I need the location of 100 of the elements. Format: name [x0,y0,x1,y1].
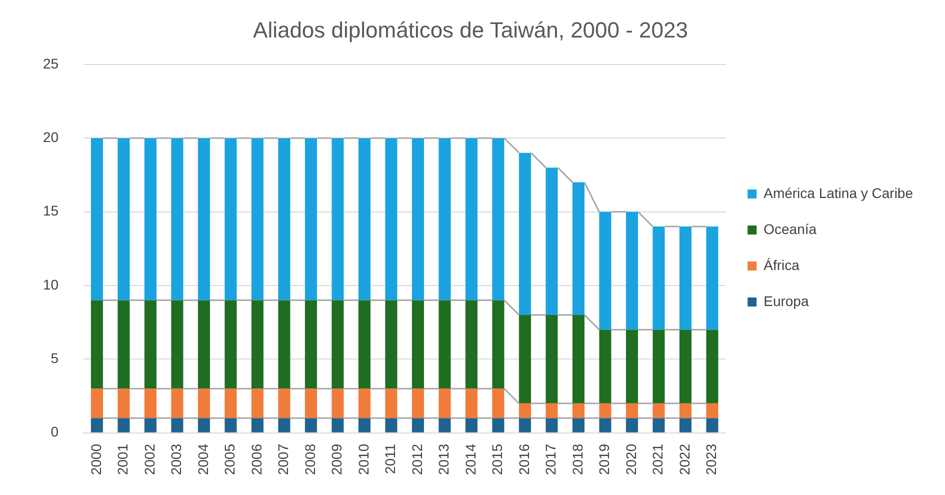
bar [90,388,103,418]
x-tick-label: 2002 [141,444,158,476]
bar [652,418,665,432]
bar [518,403,531,418]
bar [412,138,424,300]
bar [251,418,264,432]
x-tick-label: 2021 [650,444,666,476]
chart-title: Aliados diplomáticos de Taiwán, 2000 - 2023 [253,17,688,42]
bar [572,403,584,418]
bar [198,388,210,418]
x-tick-label: 2007 [275,444,292,476]
bar [652,226,665,330]
bar [118,418,130,432]
bar [90,418,103,432]
bar [706,418,718,432]
bar [304,300,317,389]
bar [412,388,424,418]
bar [599,330,612,404]
bar [278,300,290,389]
bar [465,418,478,432]
bar [224,418,237,432]
bar [518,152,531,315]
x-tick-label: 2001 [114,444,131,476]
bar [572,182,584,315]
bar [198,418,210,432]
bar [438,300,451,389]
bar [679,403,692,418]
bar [652,330,665,404]
x-tick-label: 2009 [328,444,345,476]
bar [304,418,317,432]
bar [438,138,451,300]
bar [492,418,504,432]
bar [171,418,184,432]
bar [706,403,718,418]
x-tick-label: 2010 [355,444,372,476]
bar [358,138,370,300]
bar [304,388,317,418]
x-tick-label: 2006 [248,444,264,476]
x-tick-label: 2014 [462,444,478,476]
bar [626,418,638,432]
bar [599,403,612,418]
bar [332,418,344,432]
bar [171,300,184,389]
bar [546,314,558,404]
x-tick-label: 2003 [168,444,184,476]
legend-label: África [764,256,800,273]
x-tick-label: 2023 [703,444,720,476]
bar [278,388,290,418]
bar [278,138,290,300]
bar [518,418,531,432]
bar [679,226,692,330]
bar [144,388,156,418]
bar [385,300,398,389]
bar [278,418,290,432]
bar [171,138,184,300]
x-tick-label: 2008 [302,444,318,476]
bar [438,418,451,432]
bar [546,418,558,432]
bar [626,330,638,404]
bar [385,418,398,432]
bar [599,418,612,432]
bar [198,300,210,389]
bar [118,300,130,389]
bar [626,212,638,330]
bar [224,388,237,418]
bar [626,403,638,418]
bar [412,418,424,432]
bar [332,300,344,389]
bar [251,388,264,418]
bar [518,314,531,404]
bar [492,138,504,300]
legend-label: Oceanía [764,220,817,237]
bar [492,388,504,418]
y-tick-label: 10 [42,276,59,292]
y-tick-label: 5 [50,350,59,366]
bar [652,403,665,418]
bar [546,168,558,315]
bar [706,226,718,330]
bar [679,418,692,432]
bar [332,388,344,418]
x-tick-label: 2016 [516,444,532,476]
bar [358,388,370,418]
bar [90,300,103,389]
bar [385,388,398,418]
x-tick-label: 2022 [676,444,692,476]
x-tick-label: 2011 [382,444,398,474]
bar [706,330,718,404]
bar [572,418,584,432]
bar [412,300,424,389]
x-tick-label: 2000 [88,444,104,476]
y-tick-label: 25 [42,55,59,72]
bar [546,403,558,418]
bar [679,330,692,404]
bar [438,388,451,418]
x-tick-label: 2020 [622,444,639,476]
bar [224,300,237,389]
bar [332,138,344,300]
x-tick-label: 2017 [542,444,559,476]
x-tick-label: 2012 [408,444,425,476]
bar [198,138,210,300]
